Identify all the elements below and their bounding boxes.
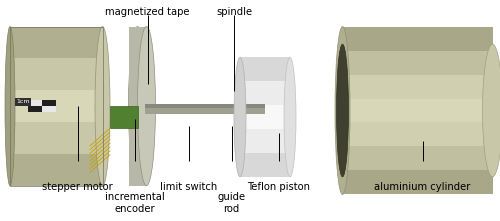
Ellipse shape — [482, 44, 500, 177]
Bar — [342, 170, 492, 194]
Bar — [240, 57, 290, 81]
Text: magnetized tape: magnetized tape — [105, 7, 190, 17]
Bar — [10, 154, 102, 186]
Ellipse shape — [95, 27, 110, 186]
Bar — [129, 27, 146, 186]
Bar — [28, 106, 42, 112]
Text: aluminium cylinder: aluminium cylinder — [374, 182, 470, 192]
Bar — [342, 74, 492, 99]
Ellipse shape — [234, 57, 246, 177]
Bar — [42, 106, 56, 112]
Text: incremental
encoder: incremental encoder — [105, 192, 165, 214]
Bar — [240, 129, 290, 153]
Bar — [145, 108, 265, 114]
Bar — [240, 153, 290, 177]
Text: spindle: spindle — [216, 7, 252, 17]
Ellipse shape — [5, 27, 15, 186]
Bar — [342, 51, 492, 74]
Text: 1cm: 1cm — [16, 99, 30, 104]
Bar — [110, 106, 138, 128]
Text: Teflon piston: Teflon piston — [248, 182, 310, 192]
Bar — [145, 104, 265, 108]
Bar — [240, 105, 290, 129]
Text: guide
rod: guide rod — [218, 192, 246, 214]
Ellipse shape — [128, 27, 146, 186]
Ellipse shape — [335, 27, 350, 194]
Bar — [342, 99, 492, 122]
Text: stepper motor: stepper motor — [42, 182, 113, 192]
Bar — [10, 90, 102, 122]
Bar — [42, 100, 56, 106]
Bar — [342, 122, 492, 147]
Text: limit switch: limit switch — [160, 182, 218, 192]
Bar — [10, 27, 102, 186]
Bar — [10, 27, 102, 58]
Bar — [10, 122, 102, 154]
Bar — [240, 81, 290, 105]
Bar — [28, 100, 42, 106]
Ellipse shape — [138, 27, 156, 186]
Bar — [342, 147, 492, 170]
Bar — [10, 58, 102, 90]
Bar — [342, 27, 492, 51]
Ellipse shape — [336, 44, 348, 177]
Ellipse shape — [284, 57, 296, 177]
